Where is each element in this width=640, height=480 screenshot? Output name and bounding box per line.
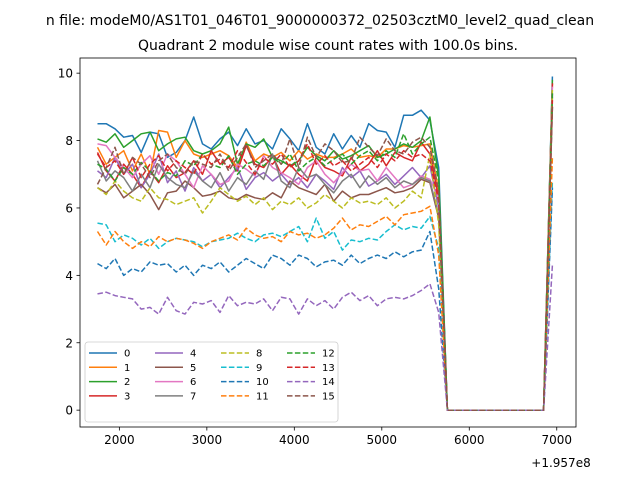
- figure-suptitle: n file: modeM0/AS1T01_046T01_9000000372_…: [46, 13, 594, 29]
- legend-label-12: 12: [322, 349, 335, 360]
- legend-label-1: 1: [124, 363, 130, 374]
- chart-title: Quadrant 2 module wise count rates with …: [138, 38, 518, 54]
- x-tick-label: 5000: [367, 433, 398, 447]
- y-tick-label: 4: [65, 269, 73, 283]
- series-line-14: [97, 265, 554, 411]
- y-tick-label: 8: [65, 134, 73, 148]
- x-tick-label: 7000: [541, 433, 572, 447]
- legend-label-3: 3: [124, 391, 130, 402]
- series-line-15: [96, 106, 554, 411]
- legend-label-9: 9: [256, 363, 262, 374]
- legend-label-6: 6: [190, 377, 196, 388]
- y-tick-label: 10: [58, 67, 73, 81]
- legend-label-2: 2: [124, 377, 130, 388]
- legend-label-11: 11: [256, 391, 269, 402]
- legend-box: [84, 341, 339, 423]
- axes-frame: [79, 57, 577, 428]
- plot-lines: [96, 76, 554, 411]
- x-tick-label: 2000: [104, 433, 135, 447]
- x-offset-label: +1.957e8: [531, 456, 590, 470]
- legend-label-7: 7: [190, 391, 196, 402]
- legend-label-10: 10: [256, 377, 269, 388]
- series-line-13: [96, 100, 554, 411]
- legend-label-5: 5: [190, 363, 196, 374]
- x-tick-label: 4000: [279, 433, 310, 447]
- legend-label-13: 13: [322, 363, 335, 374]
- y-tick-label: 0: [65, 404, 73, 418]
- legend-label-8: 8: [256, 349, 262, 360]
- x-tick-label: 3000: [192, 433, 223, 447]
- legend-label-4: 4: [190, 349, 196, 360]
- y-tick-label: 6: [65, 201, 73, 215]
- x-tick-label: 6000: [454, 433, 485, 447]
- legend-label-15: 15: [322, 391, 335, 402]
- y-tick-label: 2: [65, 336, 73, 350]
- legend-label-0: 0: [124, 349, 130, 360]
- legend-label-14: 14: [322, 377, 335, 388]
